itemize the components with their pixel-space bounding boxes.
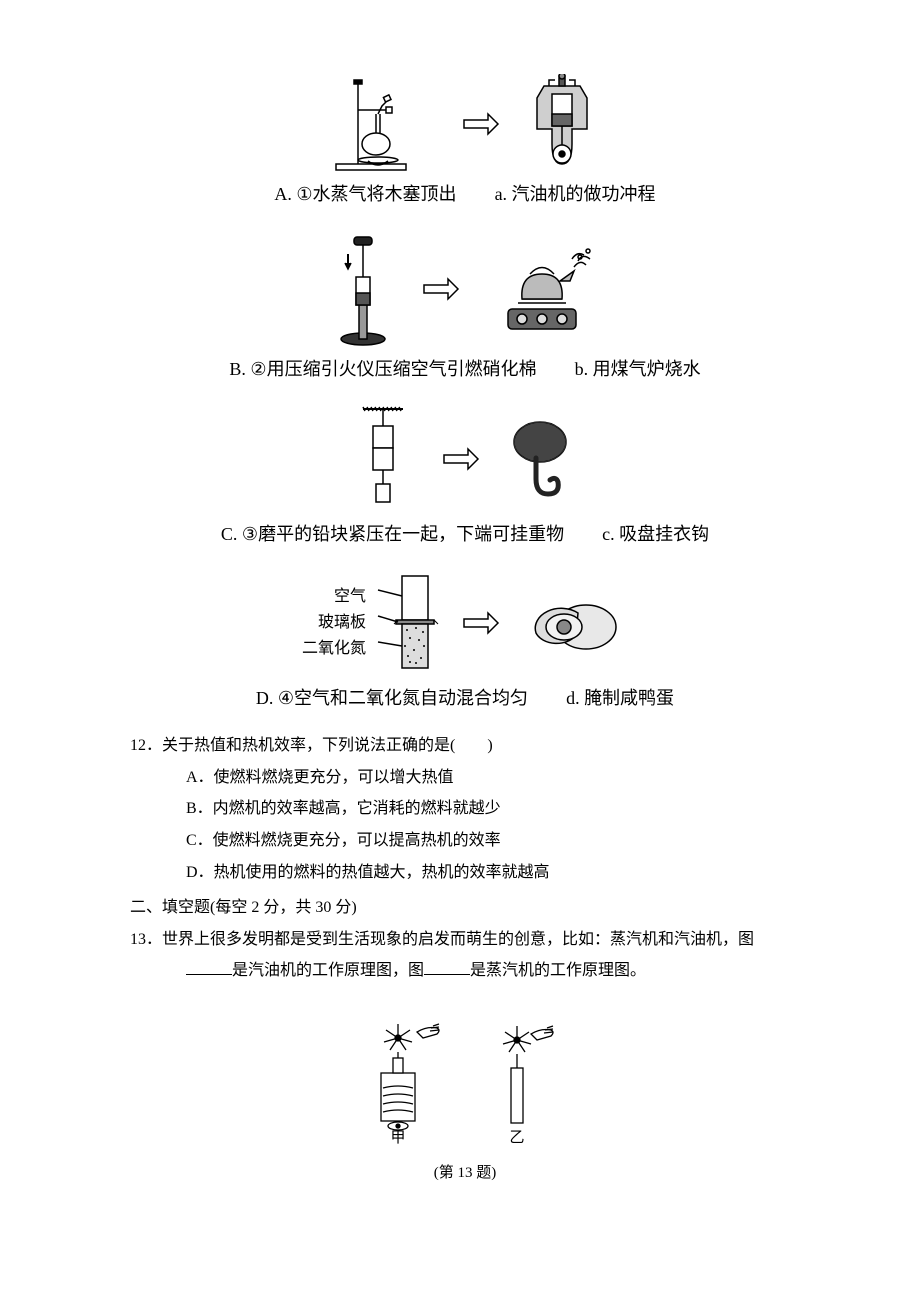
option-c-images [130, 404, 800, 514]
q13-figure: 甲 乙 (第 13 题) [130, 998, 800, 1185]
q12-opt-c: C．使燃料燃烧更充分，可以提高热机的效率 [130, 828, 800, 854]
option-d-images: 空气 玻璃板 二氧化氮 [130, 568, 800, 678]
q12-opt-b: B．内燃机的效率越高，它消耗的燃料就越少 [130, 796, 800, 822]
option-c-right-caption: c. 吸盘挂衣钩 [602, 520, 709, 549]
section-2-header: 二、填空题(每空 2 分，共 30 分) [130, 895, 800, 921]
blank-1 [186, 959, 232, 975]
label-no2: 二氧化氮 [302, 636, 366, 662]
option-b-images [130, 229, 800, 349]
option-a-left-caption: A. ①水蒸气将木塞顶出 [274, 180, 456, 209]
lead-blocks-icon [348, 404, 418, 514]
blank-2 [424, 959, 470, 975]
option-a-right-caption: a. 汽油机的做功冲程 [495, 180, 656, 209]
kettle-stove-icon [482, 239, 602, 339]
compression-igniter-icon [328, 229, 398, 349]
option-a-block: A. ①水蒸气将木塞顶出 a. 汽油机的做功冲程 [130, 74, 800, 209]
q13-number: 13． [130, 927, 162, 953]
q13-fig-caption: (第 13 题) [130, 1161, 800, 1185]
option-b-block: B. ②用压缩引火仪压缩空气引燃硝化棉 b. 用煤气炉烧水 [130, 229, 800, 384]
option-a-images [130, 74, 800, 174]
option-d-left-caption: D. ④空气和二氧化氮自动混合均匀 [256, 684, 528, 713]
q12-number: 12． [130, 733, 162, 759]
option-d-block: 空气 玻璃板 二氧化氮 [130, 568, 800, 713]
q13-part3: 是蒸汽机的工作原理图。 [470, 962, 646, 979]
q13-part1: 世界上很多发明都是受到生活现象的启发而萌生的创意，比如：蒸汽机和汽油机，图 [162, 931, 754, 948]
q13-label-left: 甲 [390, 1130, 405, 1146]
gas-jars-icon [372, 568, 442, 678]
option-d-right-caption: d. 腌制咸鸭蛋 [566, 684, 674, 713]
label-air: 空气 [302, 584, 366, 610]
option-b-left-caption: B. ②用压缩引火仪压缩空气引燃硝化棉 [229, 355, 536, 384]
gasoline-engine-icon [522, 74, 602, 174]
option-b-right-caption: b. 用煤气炉烧水 [575, 355, 701, 384]
q12-opt-d: D．热机使用的燃料的热值越大，热机的效率就越高 [130, 860, 800, 886]
q13-line1: 13．世界上很多发明都是受到生活现象的启发而萌生的创意，比如：蒸汽机和汽油机，图 [130, 927, 800, 953]
q12-opt-a: A．使燃料燃烧更充分，可以增大热值 [130, 765, 800, 791]
arrow-icon [460, 109, 500, 139]
suction-hook-icon [502, 414, 582, 504]
q12-stem: 12．关于热值和热机效率，下列说法正确的是( ) [130, 733, 800, 759]
option-c-left-caption: C. ③磨平的铅块紧压在一起，下端可挂重物 [221, 520, 564, 549]
q12-text: 关于热值和热机效率，下列说法正确的是( ) [162, 737, 493, 754]
arrow-icon [460, 608, 500, 638]
q13-diagram-icon: 甲 乙 [345, 998, 585, 1148]
duck-eggs-icon [518, 583, 628, 663]
flask-stand-icon [328, 74, 438, 174]
q13-part2: 是汽油机的工作原理图，图 [232, 962, 424, 979]
option-c-block: C. ③磨平的铅块紧压在一起，下端可挂重物 c. 吸盘挂衣钩 [130, 404, 800, 549]
q13-label-right: 乙 [509, 1130, 524, 1146]
arrow-icon [440, 444, 480, 474]
arrow-icon [420, 274, 460, 304]
q13-line2: 是汽油机的工作原理图，图 是蒸汽机的工作原理图。 [130, 958, 800, 984]
label-glass: 玻璃板 [302, 610, 366, 636]
